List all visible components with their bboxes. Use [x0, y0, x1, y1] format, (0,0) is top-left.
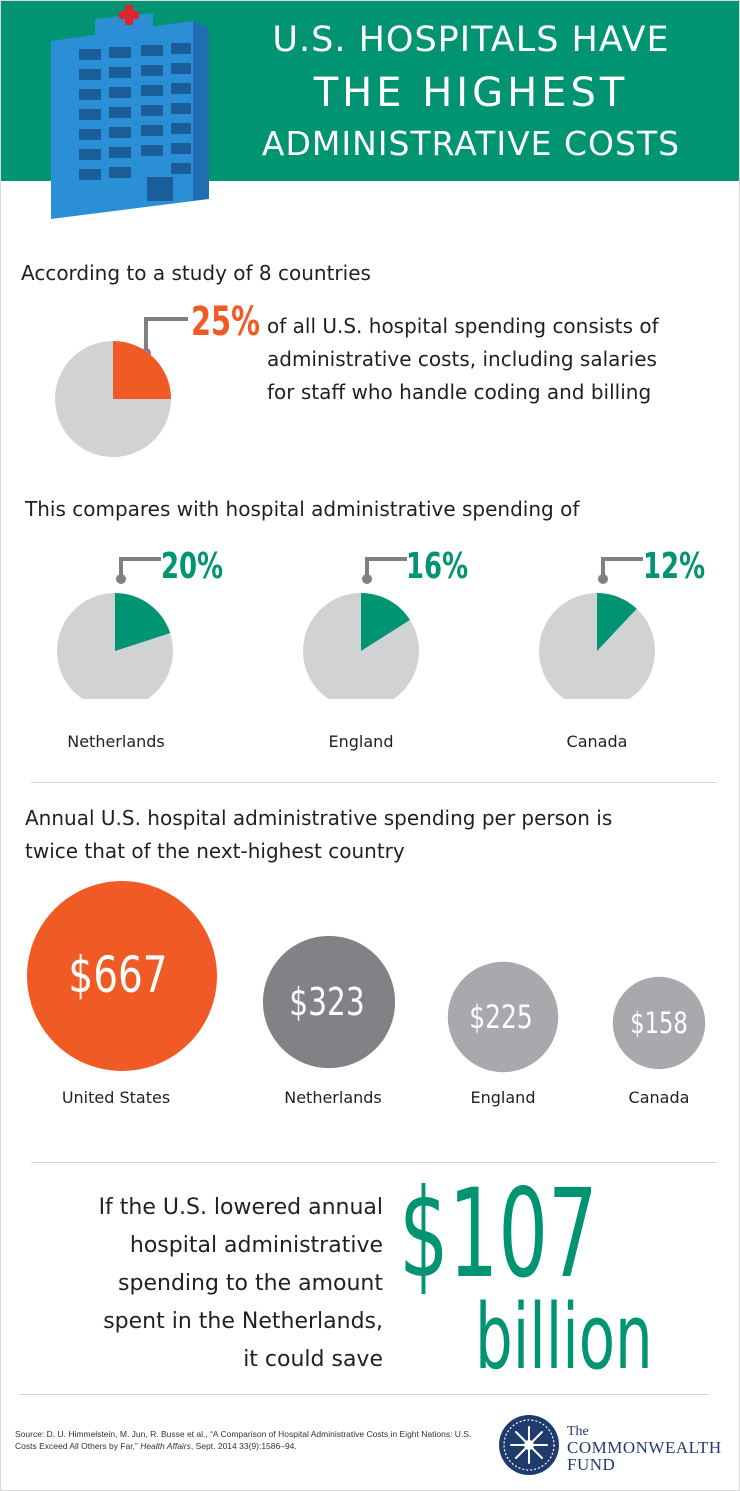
england-label: England	[328, 732, 394, 751]
bubble-value-netherlands: $323	[289, 980, 364, 1025]
bubble-label-united-states: United States	[61, 1088, 171, 1107]
commonwealth-fund-logo-icon	[499, 1415, 559, 1475]
england-share-pie	[303, 557, 419, 699]
canada-label: Canada	[566, 732, 628, 751]
per-person-intro-line-1: Annual U.S. hospital administrative spen…	[25, 806, 613, 830]
source-suffix: , Sept. 2014 33(9):1586–94.	[190, 1441, 297, 1451]
title-line-3: ADMINISTRATIVE COSTS	[261, 124, 681, 163]
bubble-label-netherlands: Netherlands	[284, 1088, 382, 1107]
study-intro: According to a study of 8 countries	[21, 261, 371, 285]
canada-share-label: 12%	[643, 546, 706, 587]
bubble-label-canada: Canada	[628, 1088, 690, 1107]
pie-us-admin-slice	[113, 341, 171, 399]
us-share-desc-line-3: for staff who handle coding and billing	[267, 380, 652, 404]
pie-canada-slice	[597, 593, 637, 651]
us-share-description: of all U.S. hospital spending consists o…	[267, 310, 727, 409]
bubble-england	[447, 961, 559, 1073]
per-person-intro: Annual U.S. hospital administrative spen…	[25, 802, 612, 868]
england-share-label: 16%	[406, 546, 469, 587]
canada-share-pie	[539, 557, 655, 699]
bubble-value-united-states: $667	[68, 945, 167, 1004]
bubble-united-states	[27, 881, 217, 1071]
section-divider	[31, 1162, 717, 1163]
logo-commonwealth: COMMONWEALTH	[567, 1438, 722, 1457]
savings-line-2: hospital administrative	[129, 1233, 383, 1258]
logo-fund: FUND	[567, 1455, 616, 1474]
logo-the: The	[567, 1424, 589, 1439]
netherlands-share-pie	[57, 557, 173, 699]
savings-unit: billion	[475, 1285, 653, 1390]
us-share-desc-line-2: administrative costs, including salaries	[267, 347, 657, 371]
bubble-value-canada: $158	[630, 1007, 688, 1040]
source-citation: Source: D. U. Himmelstein, M. Jun, R. Bu…	[15, 1428, 485, 1452]
bubble-label-england: England	[470, 1088, 536, 1107]
source-journal: Health Affairs	[140, 1441, 191, 1451]
comparison-intro: This compares with hospital administrati…	[25, 497, 580, 521]
pie-england-slice	[361, 593, 410, 651]
savings-line-4: spent in the Netherlands,	[103, 1309, 383, 1334]
pie-netherlands-slice	[115, 593, 171, 651]
bubble-netherlands	[262, 935, 396, 1069]
savings-line-1: If the U.S. lowered annual	[98, 1195, 383, 1220]
per-person-intro-line-2: twice that of the next-highest country	[25, 839, 405, 863]
savings-statement: If the U.S. lowered annual hospital admi…	[41, 1189, 383, 1379]
bubble-canada	[612, 976, 706, 1070]
page-title: U.S. HOSPITALS HAVE THE HIGHEST ADMINIST…	[231, 20, 711, 163]
us-share-pie	[55, 317, 188, 457]
savings-amount: $107	[399, 1163, 598, 1305]
bubble-value-england: $225	[469, 998, 533, 1036]
us-share-desc-line-1: of all U.S. hospital spending consists o…	[267, 314, 659, 338]
commonwealth-fund-wordmark: The COMMONWEALTH FUND	[567, 1423, 722, 1474]
per-person-bubbles: $667 $323 $225 $158	[27, 881, 706, 1073]
section-divider	[31, 782, 717, 783]
hospital-building-icon	[51, 5, 209, 219]
footer-divider	[19, 1394, 709, 1395]
source-text: Source: D. U. Himmelstein, M. Jun, R. Bu…	[15, 1429, 472, 1451]
savings-line-5: it could save	[243, 1347, 383, 1372]
netherlands-share-label: 20%	[161, 546, 224, 587]
netherlands-label: Netherlands	[67, 732, 165, 751]
title-line-2: THE HIGHEST	[313, 70, 629, 116]
savings-line-3: spending to the amount	[118, 1271, 383, 1296]
us-share-label: 25%	[191, 299, 260, 345]
title-line-1: U.S. HOSPITALS HAVE	[272, 20, 670, 60]
